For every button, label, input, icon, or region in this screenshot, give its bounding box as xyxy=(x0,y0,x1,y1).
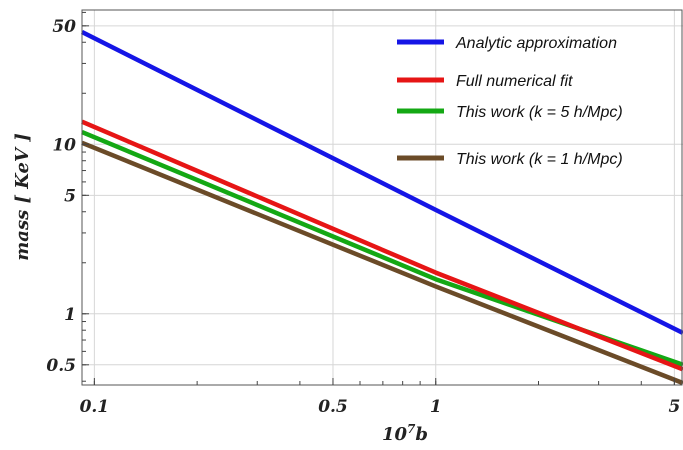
series-lines xyxy=(80,29,683,386)
y-tick-label: 50 xyxy=(52,17,76,37)
x-axis-title-variable: b xyxy=(415,424,428,445)
legend-label: This work (k = 1 h/Mpc) xyxy=(456,151,623,168)
legend-label: This work (k = 5 h/Mpc) xyxy=(456,104,623,121)
y-tick-label: 5 xyxy=(64,186,76,206)
y-tick-label: 10 xyxy=(52,135,76,155)
legend-label: Full numerical fit xyxy=(456,73,573,90)
x-axis-title-exponent: 7 xyxy=(407,422,416,436)
series-line-4 xyxy=(81,140,683,386)
y-axis-title: mass [ KeV ] xyxy=(12,133,33,260)
x-axis-title: 107b xyxy=(382,422,428,445)
grid-lines xyxy=(82,10,683,385)
y-tick-label: 0.5 xyxy=(46,356,76,376)
legend: Analytic approximation Full numerical fit… xyxy=(397,35,623,168)
y-tick-label: 1 xyxy=(64,305,76,325)
plot-frame xyxy=(81,9,683,386)
series-line-1 xyxy=(80,29,683,336)
x-tick-label: 5 xyxy=(668,397,680,417)
x-tick-label: 0.5 xyxy=(318,397,348,417)
x-axis-title-base: 10 xyxy=(382,424,408,445)
legend-label: Analytic approximation xyxy=(455,35,617,52)
series-line-2 xyxy=(81,119,683,372)
x-tick-label: 0.1 xyxy=(80,397,110,417)
axis-ticks: 0.1 0.5 1 5 0.5 1 5 10 50 xyxy=(46,11,680,417)
x-tick-label: 1 xyxy=(430,397,442,417)
